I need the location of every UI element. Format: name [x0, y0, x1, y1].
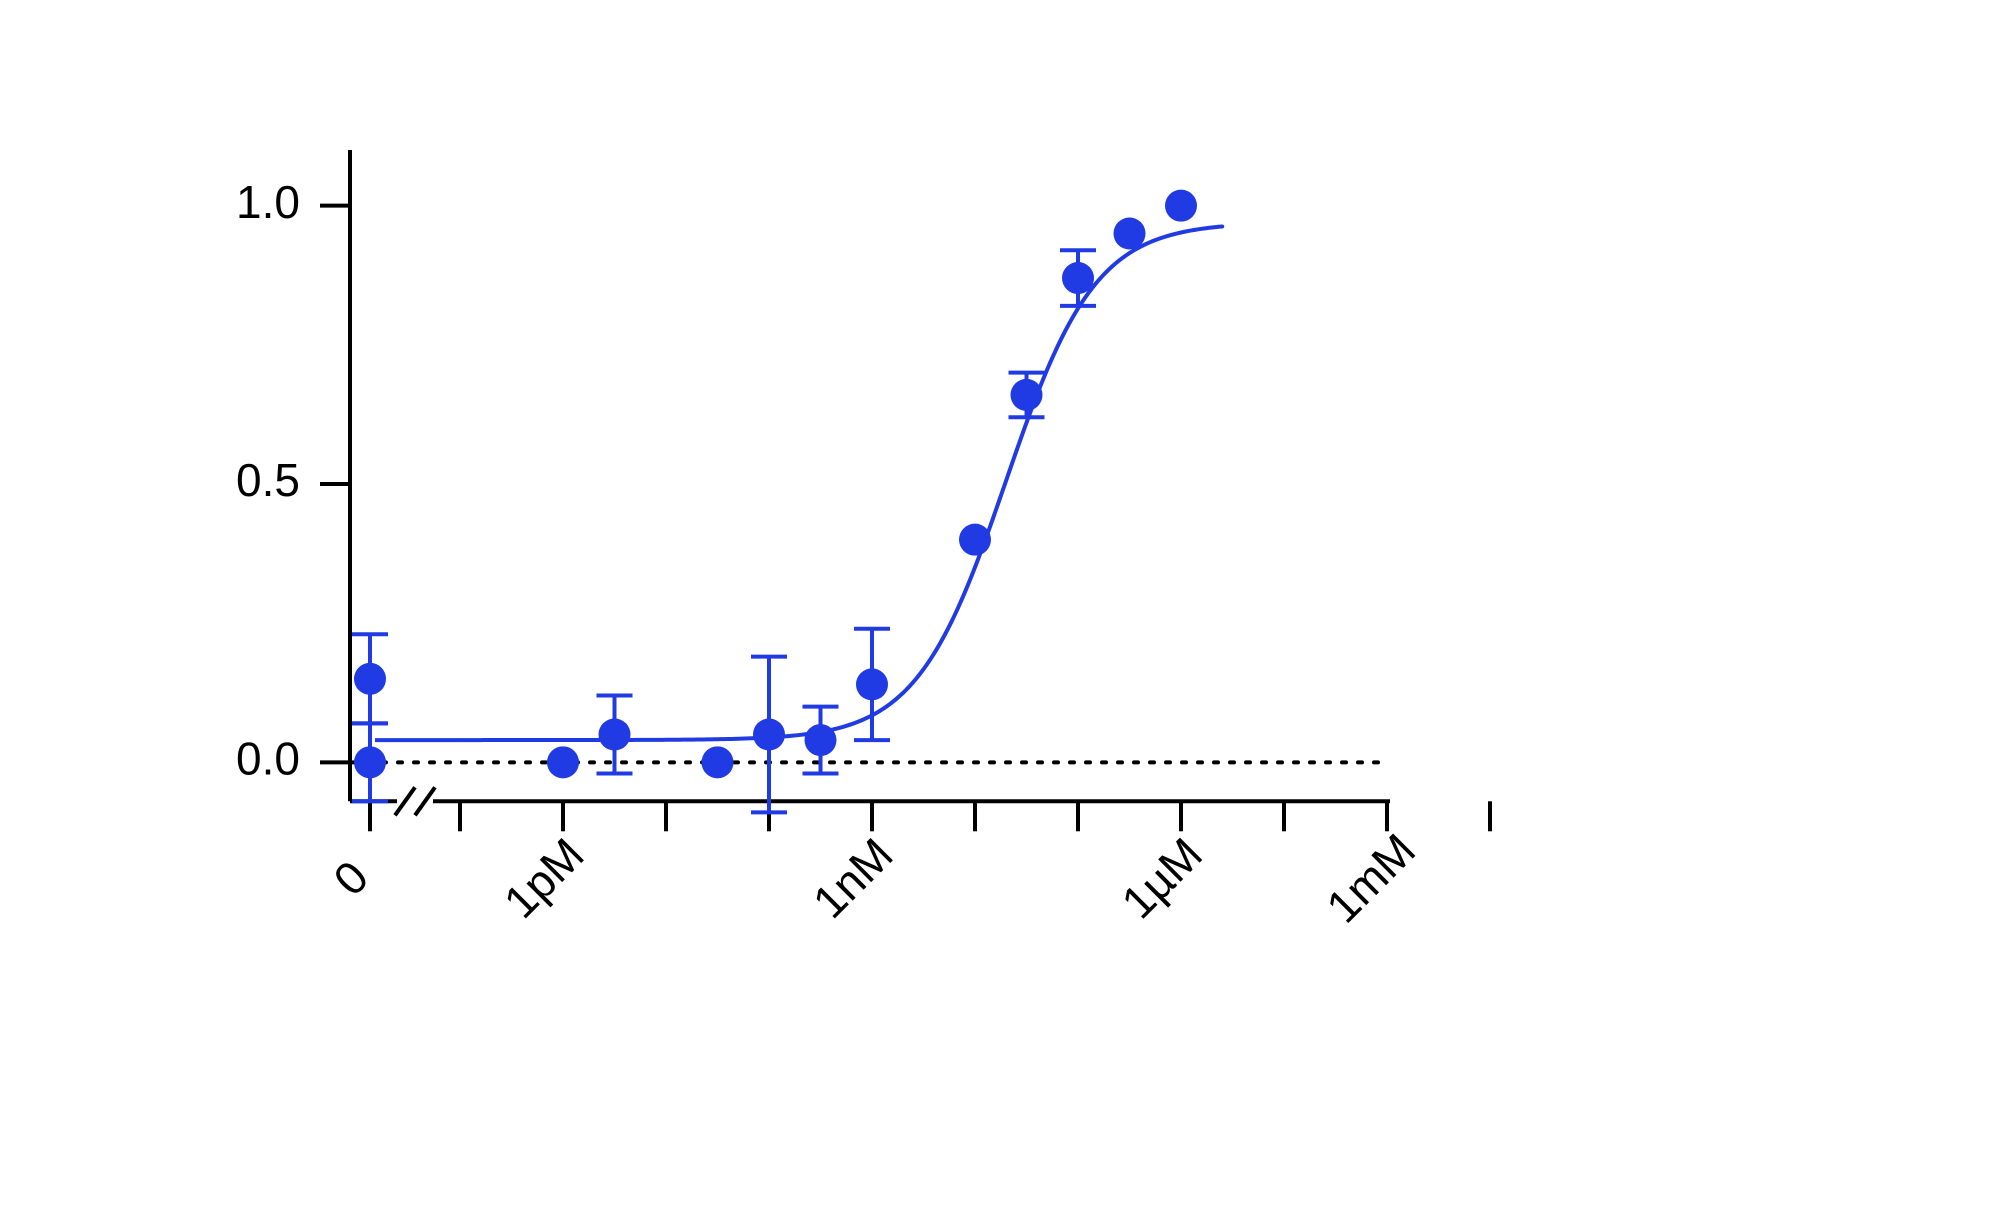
- x-tick-label: 1mM: [1316, 823, 1425, 932]
- x-tick-label: 0: [323, 851, 378, 906]
- x-tick-labels: 0 1pM 1nM 1µM 1mM: [323, 823, 1425, 932]
- data-points: [354, 190, 1197, 779]
- y-tick-labels: 0.0 0.5 1.0: [236, 176, 300, 785]
- y-tick-label: 0.0: [236, 732, 300, 784]
- x-tick-label: 1µM: [1111, 828, 1212, 929]
- x-tick-label: 1nM: [803, 828, 903, 928]
- y-tick-label: 0.5: [236, 454, 300, 506]
- y-tick-label: 1.0: [236, 176, 300, 228]
- x-tick-label: 1pM: [494, 828, 594, 928]
- axes-layer: [320, 150, 1490, 831]
- dose-response-chart: 0.0 0.5 1.0 0 1pM 1nM 1µM 1mM: [0, 0, 2000, 1223]
- fit-curve: [375, 226, 1222, 740]
